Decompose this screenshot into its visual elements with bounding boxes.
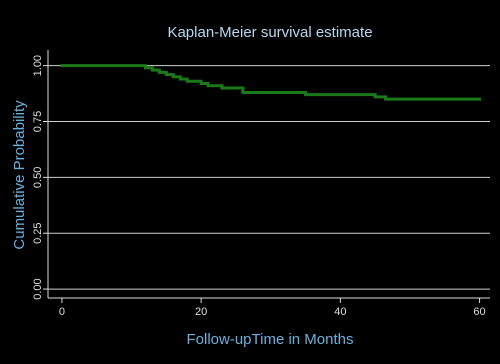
x-tick-label: 60 (473, 306, 485, 318)
x-tick-label: 20 (195, 306, 207, 318)
y-tick-label: 0.25 (32, 222, 44, 243)
chart-title: Kaplan-Meier survival estimate (167, 24, 372, 41)
y-tick-label: 0.50 (32, 167, 44, 188)
y-tick-label: 1.00 (32, 55, 44, 76)
y-tick-label: 0.75 (32, 111, 44, 132)
x-axis-label: Follow-upTime in Months (187, 331, 354, 348)
y-tick-label: 0.00 (32, 278, 44, 299)
x-tick-label: 40 (334, 306, 346, 318)
y-axis-label: Cumulative Probability (11, 100, 28, 250)
x-tick-label: 0 (59, 306, 65, 318)
